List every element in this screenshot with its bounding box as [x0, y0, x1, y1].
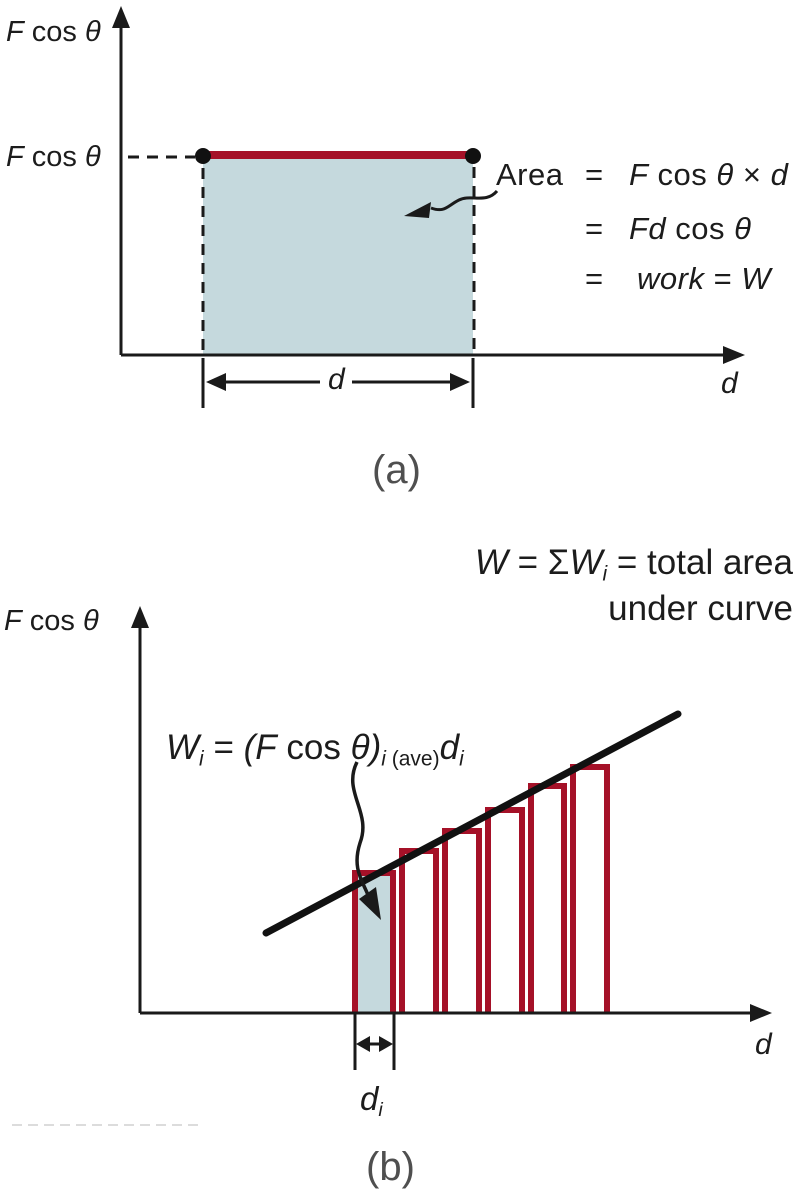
riemann-bar-6 [570, 764, 610, 1014]
panel-a-right-endpoint-dot [465, 148, 481, 164]
panel-a-eq-line3-rhs: work = W [637, 261, 772, 296]
panel-a-caption: (a) [372, 448, 421, 492]
panel-b-strip-width-arrowhead-right-icon [379, 1036, 393, 1052]
panel-a-eq-line3-equals: = [585, 261, 604, 296]
panel-a-x-axis-arrowhead-icon [723, 346, 745, 364]
panel-b-x-axis-arrowhead-icon [750, 1004, 772, 1022]
riemann-bar-5 [528, 783, 567, 1014]
panel-a-eq-line2-equals: = [585, 211, 604, 246]
panel-b-caption: (b) [366, 1145, 415, 1189]
panel-b-y-axis-arrowhead-icon [131, 606, 149, 628]
panel-a-y-value-label: F cos θ [6, 141, 101, 173]
panel-a-left-endpoint-dot [195, 148, 211, 164]
panel-a-area-pointer-squiggle [430, 189, 499, 212]
panel-b-strip-pointer-squiggle [351, 761, 370, 896]
panel-b-title-line1: W = ΣWi = total area [474, 543, 793, 586]
panel-a-area-pointer-arrowhead-icon [404, 202, 431, 218]
panel-b-strip-pointer-arrowhead-icon [359, 887, 381, 920]
panel-a-y-axis-title: F cos θ [6, 16, 101, 48]
riemann-bar-2 [399, 848, 439, 1014]
panel-a-x-axis-label: d [721, 367, 738, 400]
riemann-bar-4 [485, 807, 525, 1014]
panel-a-eq-line1-rhs: F cos θ × d [629, 157, 789, 192]
panel-b-x-axis-label: d [755, 1028, 772, 1061]
panel-b-y-axis-title: F cos θ [4, 605, 99, 637]
panel-a-width-label: d [328, 363, 345, 396]
panel-a-shaded-area [203, 158, 473, 354]
panel-a-eq-line1-equals: = [585, 157, 604, 192]
panel-b-strip-width-label: di [360, 1080, 383, 1121]
panel-a-eq-line2-rhs: Fd cos θ [629, 211, 752, 246]
panel-b-strip-width-arrowhead-left-icon [356, 1036, 370, 1052]
panel-b-title-line2: under curve [608, 589, 793, 628]
panel-b-strip-work-formula: Wi = (F cos θ)i (ave)di [166, 728, 464, 771]
panel-a-y-axis-arrowhead-icon [112, 6, 130, 28]
panel-a-eq-line1-lhs: Area [496, 157, 564, 192]
panel-a-dimension-arrowhead-left-icon [206, 373, 226, 391]
panel-b-force-curve-line [262, 710, 682, 937]
panel-a-dimension-arrowhead-right-icon [450, 373, 470, 391]
